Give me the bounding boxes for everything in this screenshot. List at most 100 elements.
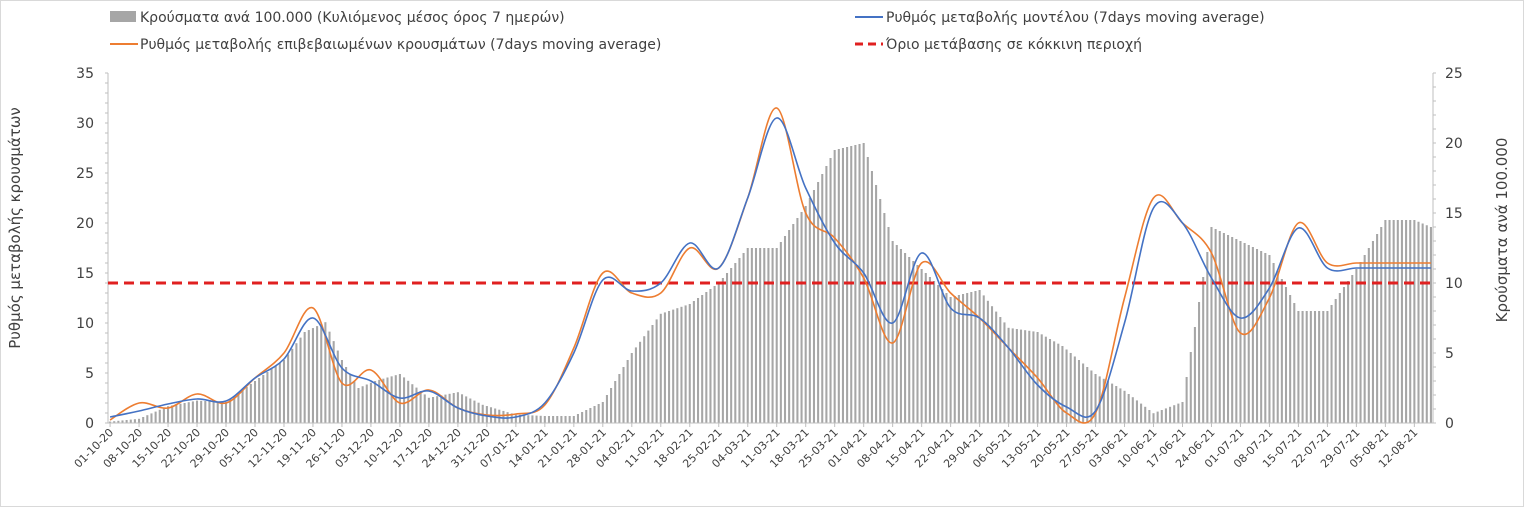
- bar: [1260, 251, 1263, 423]
- bar: [1409, 220, 1412, 423]
- bar: [1392, 220, 1395, 423]
- bar: [1396, 220, 1399, 423]
- y-right-tick-label: 0: [1445, 416, 1454, 432]
- bar: [415, 387, 418, 423]
- bar: [601, 402, 604, 423]
- bar: [1313, 311, 1317, 423]
- bar: [1380, 227, 1383, 423]
- bar: [746, 248, 749, 423]
- bar: [634, 347, 637, 423]
- bar: [303, 332, 306, 423]
- bar: [697, 298, 700, 423]
- bar: [875, 185, 878, 423]
- bar: [721, 278, 724, 423]
- y-right-tick-label: 5: [1445, 346, 1454, 362]
- bar: [899, 249, 902, 423]
- bar: [659, 313, 662, 423]
- bar: [349, 374, 352, 423]
- bar: [477, 402, 480, 423]
- bar: [175, 404, 178, 423]
- bar: [684, 305, 687, 423]
- bar: [970, 292, 973, 423]
- bar: [1019, 329, 1023, 423]
- bar: [1413, 220, 1416, 423]
- bar: [469, 398, 472, 423]
- bar: [527, 415, 530, 423]
- bar: [423, 394, 426, 423]
- bar: [452, 393, 455, 423]
- bar: [427, 397, 430, 423]
- y-axis-right-ticks: 0 5 10 15 20 25: [1433, 66, 1463, 432]
- bar: [1371, 241, 1374, 423]
- bar: [920, 269, 923, 423]
- bar: [1210, 227, 1213, 423]
- bar: [1264, 253, 1267, 423]
- bar: [1347, 281, 1350, 423]
- bar: [643, 336, 646, 423]
- bar: [208, 401, 211, 423]
- bar: [220, 401, 223, 423]
- bar: [1177, 403, 1180, 423]
- bar: [1235, 239, 1238, 423]
- bar: [291, 348, 294, 423]
- bar: [1048, 339, 1052, 423]
- bar: [1301, 311, 1304, 423]
- bar: [1334, 299, 1337, 423]
- bar: [419, 391, 422, 423]
- bar: [663, 312, 666, 423]
- y-left-tick-label: 10: [76, 316, 94, 332]
- bar: [738, 258, 741, 423]
- bar: [270, 369, 273, 423]
- bar: [999, 317, 1002, 423]
- bar: [800, 212, 803, 423]
- bar: [1363, 255, 1366, 423]
- bar: [1202, 277, 1205, 423]
- bar: [183, 403, 186, 423]
- bar: [266, 372, 269, 423]
- bar: [821, 174, 824, 423]
- bar: [1255, 249, 1259, 423]
- bar: [668, 311, 671, 423]
- bar: [245, 387, 248, 423]
- bar: [1280, 279, 1283, 423]
- bar: [605, 395, 608, 423]
- bar: [1425, 225, 1428, 423]
- bar: [465, 396, 468, 423]
- bar: [651, 325, 654, 423]
- bar: [212, 401, 215, 423]
- bar: [1028, 330, 1031, 423]
- bar: [945, 293, 948, 423]
- bar: [680, 306, 683, 423]
- bar: [581, 412, 584, 423]
- bar: [1173, 405, 1176, 423]
- y-right-tick-label: 20: [1445, 136, 1463, 152]
- bar: [825, 166, 828, 423]
- bar: [191, 401, 194, 423]
- bar: [1359, 262, 1362, 423]
- bar: [593, 406, 596, 423]
- bar: [788, 230, 791, 423]
- bar: [237, 393, 240, 423]
- bar: [837, 149, 840, 423]
- bar: [941, 289, 944, 423]
- bar: [328, 331, 331, 423]
- bar: [229, 399, 232, 423]
- y-left-tick-label: 20: [76, 216, 94, 232]
- bar: [1405, 220, 1408, 423]
- bar: [200, 400, 203, 423]
- bar: [1135, 400, 1138, 423]
- bar: [974, 291, 977, 423]
- bar: [709, 289, 712, 423]
- bar: [411, 384, 414, 423]
- bar: [1024, 330, 1027, 423]
- bar: [560, 416, 563, 423]
- bar: [1231, 237, 1234, 423]
- bar: [179, 403, 182, 423]
- bar: [1040, 334, 1043, 423]
- bar: [374, 381, 377, 423]
- bar: [953, 296, 956, 423]
- bar: [1069, 353, 1072, 423]
- bar: [1077, 360, 1081, 423]
- bar: [995, 311, 998, 423]
- bar: [750, 248, 753, 423]
